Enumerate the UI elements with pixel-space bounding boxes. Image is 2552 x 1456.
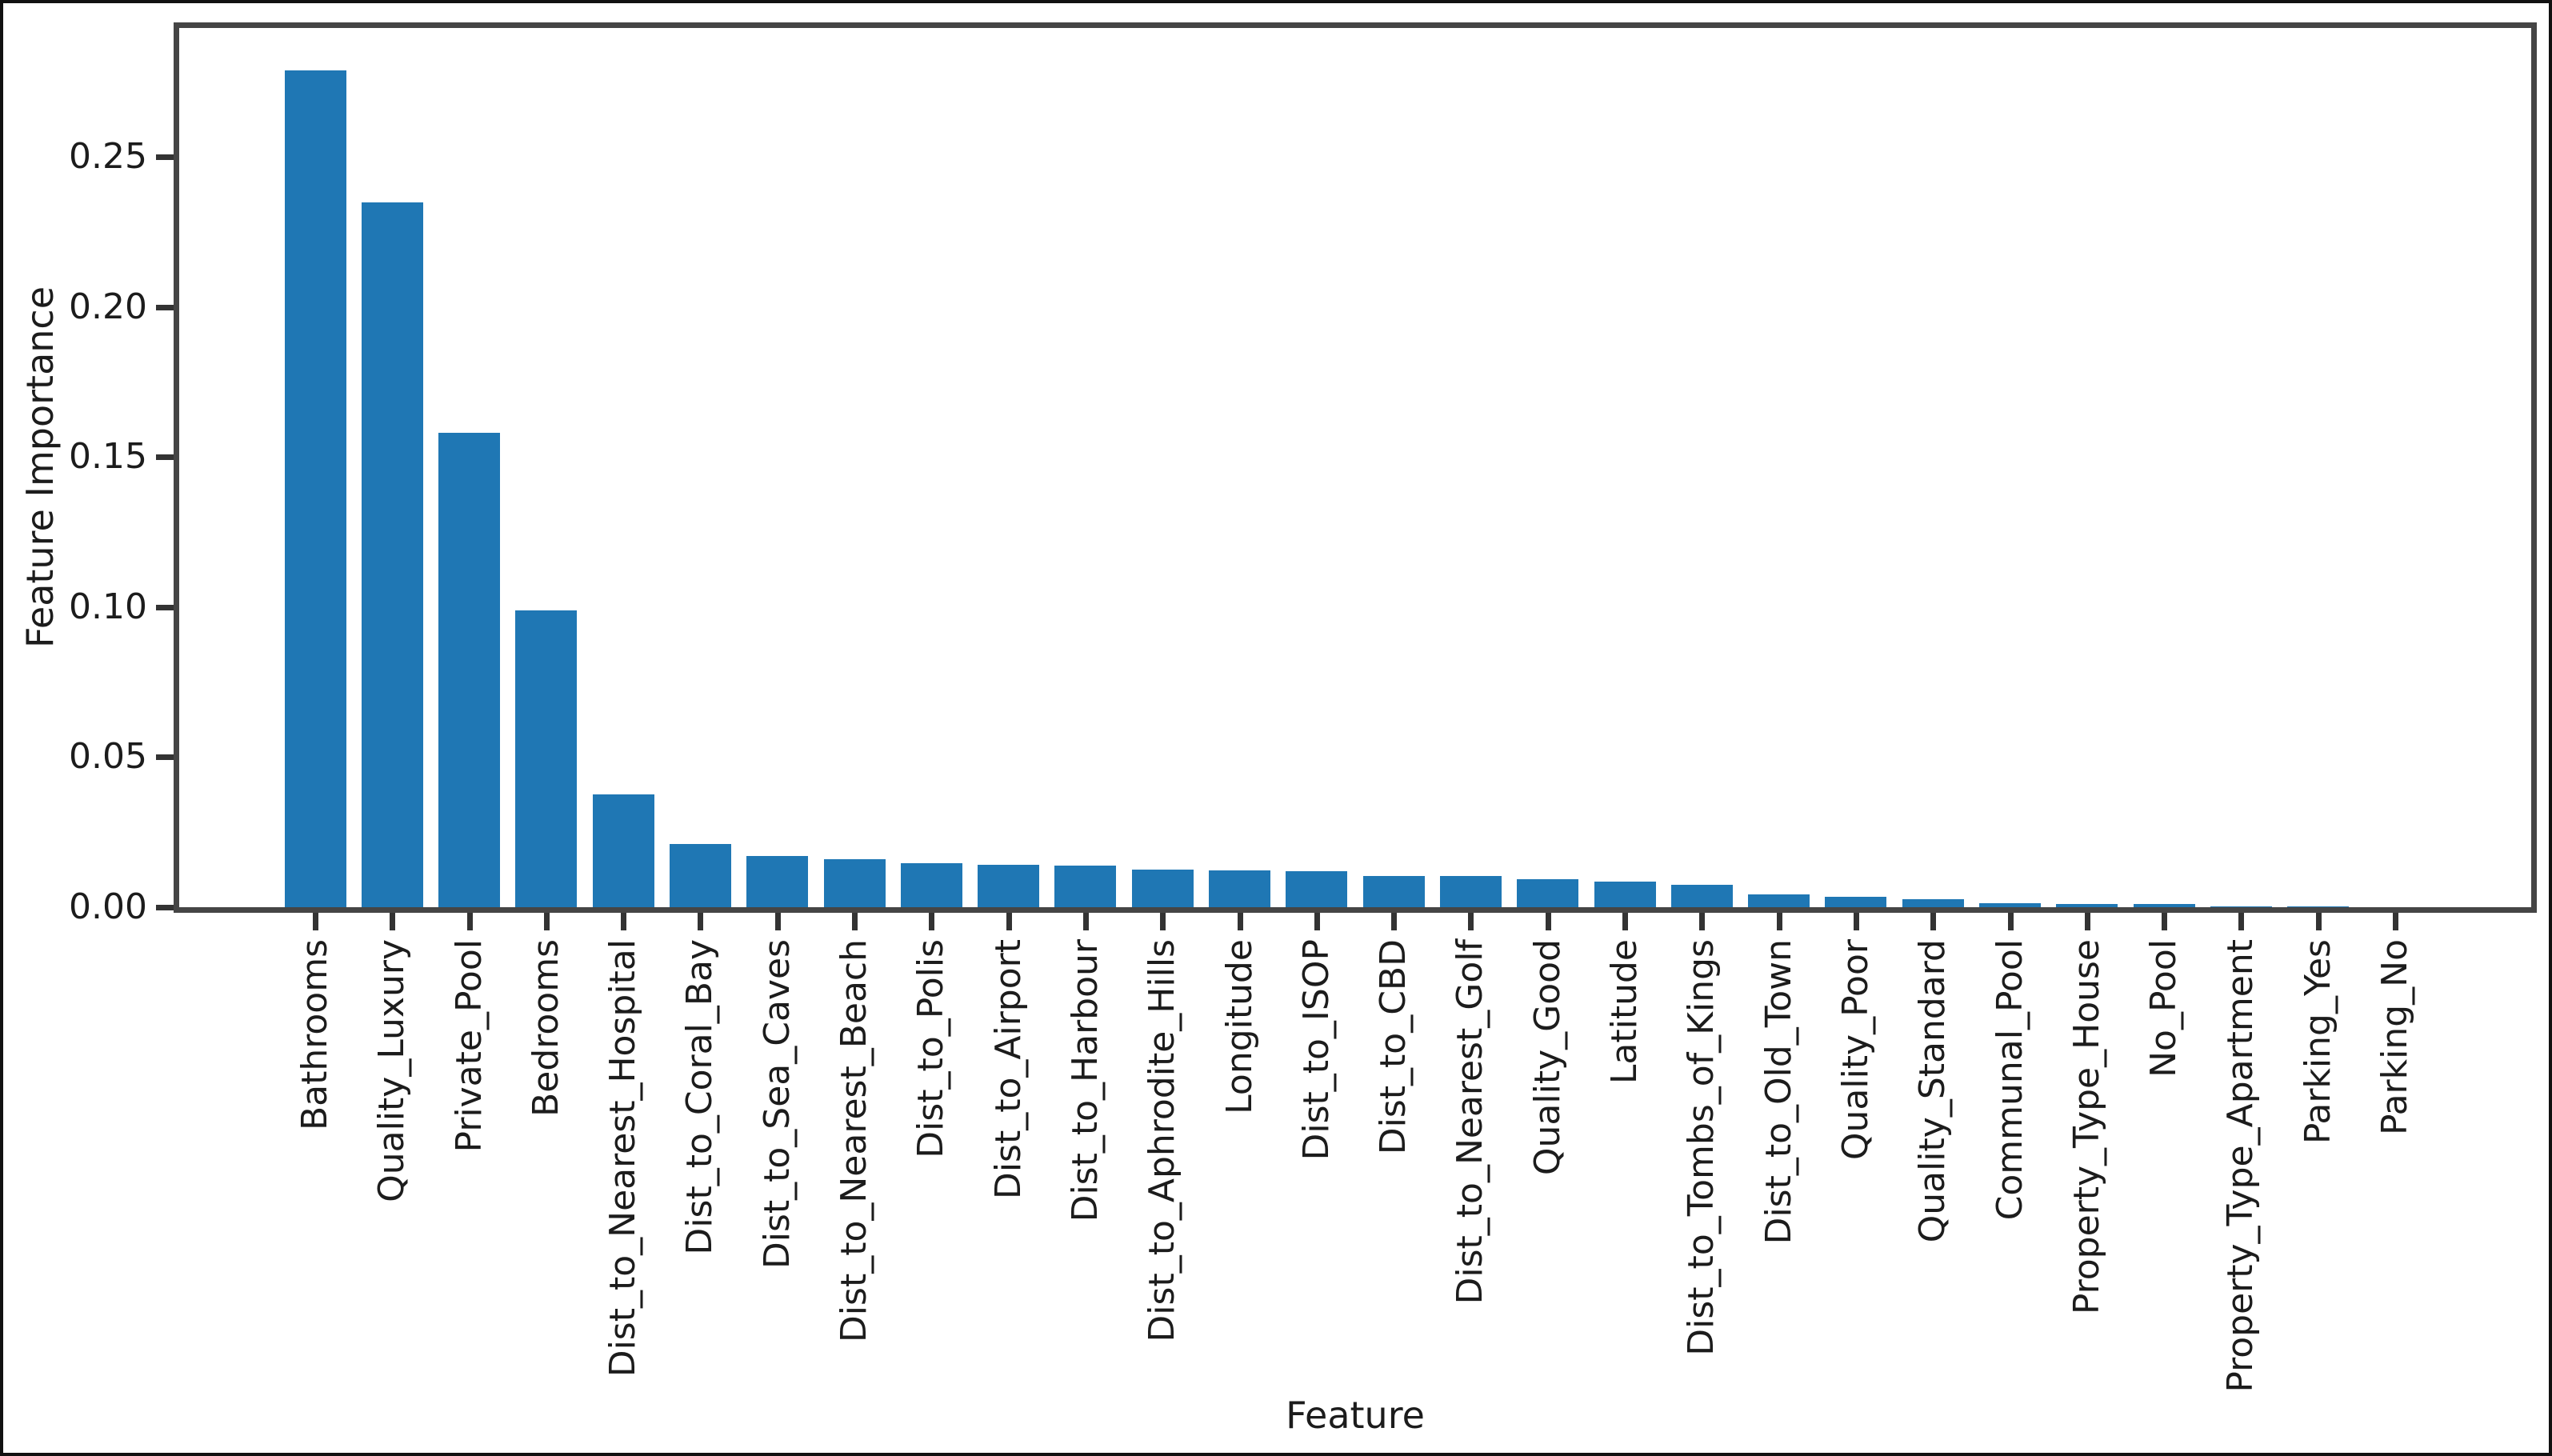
y-tick-label-0.05: 0.05 [69,736,147,777]
bar-Dist_to_Old_Town [1748,894,1810,907]
x-axis-tick [1006,913,1012,930]
x-axis-title: Feature [1286,1394,1425,1437]
x-tick-label-Dist_to_ISOP: Dist_to_ISOP [1296,939,1337,1161]
x-tick-label-Dist_to_Harbour: Dist_to_Harbour [1065,939,1106,1222]
x-tick-label-Dist_to_Nearest_Hospital: Dist_to_Nearest_Hospital [602,939,643,1378]
x-axis-tick [2008,913,2014,930]
y-tick-label-0.15: 0.15 [69,436,147,477]
x-axis-tick [1546,913,1551,930]
x-tick-label-Property_Type_House: Property_Type_House [2066,939,2107,1315]
bar-Dist_to_Tombs_of_Kings [1671,885,1733,907]
bar-Private_Pool [438,433,500,907]
bar-Property_Type_Apartment [2210,906,2272,907]
bar-Property_Type_House [2056,904,2118,907]
bar-Dist_to_Coral_Bay [670,844,731,907]
bar-Dist_to_Nearest_Golf [1440,876,1502,907]
x-axis-tick [1777,913,1782,930]
x-axis-tick [1468,913,1474,930]
x-axis-tick [1391,913,1397,930]
x-axis-tick [467,913,473,930]
x-axis-tick [2316,913,2322,930]
x-tick-label-Quality_Good: Quality_Good [1527,939,1568,1176]
x-tick-label-Quality_Standard: Quality_Standard [1912,939,1953,1243]
x-axis-tick [2162,913,2167,930]
x-tick-label-No_Pool: No_Pool [2143,939,2184,1078]
bar-Quality_Poor [1825,897,1886,907]
x-axis-tick [390,913,395,930]
plot-area [174,22,2537,913]
bar-Quality_Good [1517,879,1578,907]
x-tick-label-Dist_to_Nearest_Golf: Dist_to_Nearest_Golf [1450,939,1490,1305]
bar-Parking_Yes [2287,906,2349,907]
bar-Latitude [1594,882,1656,907]
y-axis-tick [156,754,174,760]
x-axis-tick [1699,913,1705,930]
x-axis-tick [1083,913,1089,930]
bar-Quality_Luxury [362,202,423,907]
x-axis-tick [1622,913,1628,930]
bar-Dist_to_Airport [978,865,1039,907]
x-tick-label-Dist_to_Nearest_Beach: Dist_to_Nearest_Beach [834,939,874,1343]
bar-Dist_to_Nearest_Beach [824,859,886,907]
x-axis-tick [1238,913,1243,930]
x-tick-label-Quality_Luxury: Quality_Luxury [371,939,412,1202]
y-tick-label-0.20: 0.20 [69,286,147,327]
x-axis-tick [1314,913,1320,930]
bar-Quality_Standard [1902,899,1964,907]
bar-Communal_Pool [1979,903,2041,907]
x-axis-tick [2085,913,2090,930]
x-tick-label-Communal_Pool: Communal_Pool [1990,939,2030,1221]
bar-Longitude [1209,870,1270,907]
y-axis-tick [156,905,174,910]
x-tick-label-Quality_Poor: Quality_Poor [1835,939,1876,1161]
x-tick-label-Latitude: Latitude [1604,939,1645,1085]
x-axis-tick [544,913,550,930]
x-tick-label-Dist_to_CBD: Dist_to_CBD [1373,939,1414,1155]
bar-Dist_to_CBD [1363,876,1425,907]
x-tick-label-Private_Pool: Private_Pool [449,939,490,1153]
x-axis-tick [852,913,858,930]
bar-Dist_to_Sea_Caves [746,856,808,907]
x-tick-label-Property_Type_Apartment: Property_Type_Apartment [2220,939,2261,1393]
x-tick-label-Parking_No: Parking_No [2374,939,2415,1135]
bar-No_Pool [2134,904,2195,907]
y-tick-label-0.25: 0.25 [69,136,147,177]
bar-Dist_to_ISOP [1286,871,1347,907]
y-axis-tick [156,454,174,460]
x-axis-tick [698,913,703,930]
x-axis-tick [2238,913,2244,930]
bar-Dist_to_Nearest_Hospital [593,794,654,907]
x-tick-label-Dist_to_Aphrodite_Hills: Dist_to_Aphrodite_Hills [1142,939,1182,1342]
x-axis-tick [313,913,318,930]
y-tick-label-0.00: 0.00 [69,886,147,927]
x-tick-label-Bedrooms: Bedrooms [526,939,566,1117]
x-axis-tick [1930,913,1936,930]
y-axis-tick [156,305,174,310]
x-tick-label-Dist_to_Sea_Caves: Dist_to_Sea_Caves [757,939,798,1270]
bar-Dist_to_Aphrodite_Hills [1132,870,1194,907]
bar-Dist_to_Polis [901,863,962,907]
x-tick-label-Dist_to_Polis: Dist_to_Polis [910,939,951,1158]
x-axis-tick [929,913,934,930]
bar-Bedrooms [515,610,577,907]
y-tick-label-0.10: 0.10 [69,586,147,627]
bar-Dist_to_Harbour [1054,866,1116,907]
x-tick-label-Bathrooms: Bathrooms [294,939,335,1131]
x-axis-tick [1160,913,1166,930]
x-tick-label-Dist_to_Airport: Dist_to_Airport [988,939,1029,1200]
x-axis-tick [2393,913,2398,930]
x-axis-tick [775,913,781,930]
y-axis-tick [156,605,174,610]
x-tick-label-Parking_Yes: Parking_Yes [2298,939,2338,1145]
x-tick-label-Dist_to_Tombs_of_Kings: Dist_to_Tombs_of_Kings [1681,939,1722,1356]
x-tick-label-Dist_to_Coral_Bay: Dist_to_Coral_Bay [679,939,720,1255]
x-axis-tick [1854,913,1859,930]
x-axis-tick [621,913,626,930]
bar-Bathrooms [285,70,346,907]
y-axis-tick [156,154,174,160]
x-tick-label-Dist_to_Old_Town: Dist_to_Old_Town [1758,939,1799,1245]
x-tick-label-Longitude: Longitude [1219,939,1260,1114]
